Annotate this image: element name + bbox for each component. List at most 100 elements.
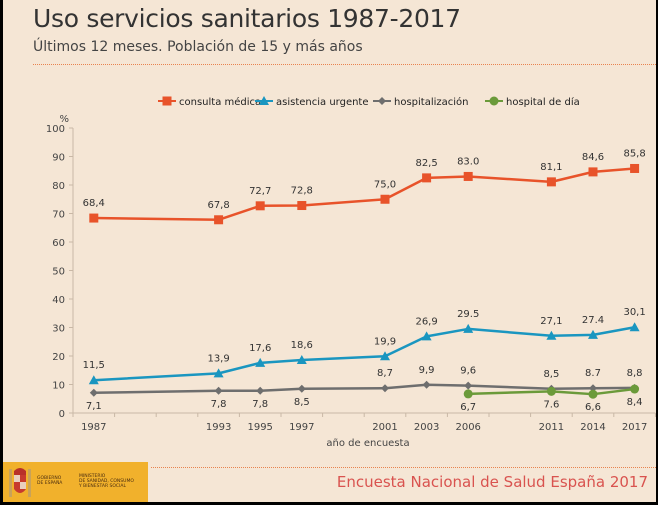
y-axis-label: %	[59, 114, 69, 125]
footer-title: Encuesta Nacional de Salud España 2017	[336, 473, 648, 491]
data-point-marker	[464, 381, 473, 390]
line-chart: 0 10 20 30 40 50 60 70 80 90 100% 1987 1993 1995 1997 2…	[46, 96, 656, 449]
header-divider	[33, 64, 656, 65]
x-axis-title: año de encuesta	[326, 438, 409, 449]
data-label: 19,9	[374, 336, 396, 347]
data-point-marker	[381, 384, 389, 393]
data-point-marker	[214, 386, 223, 395]
data-point-marker	[588, 329, 598, 339]
y-tick-label: 60	[52, 238, 65, 249]
data-label: 29.5	[457, 309, 479, 320]
y-tick-label: 90	[52, 153, 65, 164]
data-label: 8.7	[585, 368, 601, 379]
y-tick-label: 70	[52, 210, 65, 221]
government-logo-banner: GOBIERNO DE ESPAÑA MINISTERIO DE SANIDAD…	[3, 462, 148, 502]
data-point-marker	[629, 322, 640, 332]
data-point-marker	[463, 323, 474, 333]
ministry-label: MINISTERIO DE SANIDAD, CONSUMO Y BIENEST…	[79, 474, 134, 489]
data-label: 27,1	[540, 316, 562, 327]
x-tick-label: 2017	[622, 422, 647, 433]
data-point-marker	[89, 388, 98, 397]
legend-label: hospital de día	[506, 96, 580, 108]
y-tick-label: 80	[52, 181, 65, 192]
y-tick-label: 40	[52, 295, 65, 306]
legend-marker	[378, 97, 386, 105]
data-label: 81,1	[540, 162, 562, 173]
y-tick-label: 30	[52, 324, 65, 335]
data-point-marker	[422, 173, 432, 183]
data-label: 85,8	[623, 148, 645, 159]
data-point-marker	[588, 167, 598, 177]
data-point-marker	[463, 389, 473, 399]
data-label: 11,5	[83, 360, 105, 371]
data-label: 7.6	[543, 399, 559, 410]
data-label: 27.4	[582, 315, 604, 326]
data-label: 7,8	[211, 399, 227, 410]
data-label: 18,6	[291, 340, 313, 351]
data-point-marker	[297, 201, 307, 211]
data-point-marker	[88, 375, 99, 385]
data-point-marker	[546, 330, 557, 340]
y-tick-label: 50	[52, 267, 65, 278]
y-tick-label: 20	[52, 352, 65, 363]
series-line-consulta-médica	[93, 167, 635, 222]
x-tick-label: 1995	[247, 422, 272, 433]
x-tick-label: 1993	[206, 422, 231, 433]
data-label: 84,6	[582, 152, 604, 163]
data-point-marker	[588, 389, 598, 399]
data-label: 30,1	[623, 307, 645, 318]
coat-of-arms-icon	[9, 468, 31, 497]
data-label: 13,9	[207, 353, 229, 364]
data-point-marker	[214, 215, 224, 225]
data-label: 26,9	[415, 316, 437, 327]
data-point-marker	[630, 163, 640, 173]
y-tick-label: 0	[59, 409, 65, 420]
x-tick-label: 2001	[372, 422, 397, 433]
data-point-marker	[380, 194, 390, 204]
data-point-marker	[255, 357, 266, 367]
series-line-hospitalización	[93, 383, 635, 395]
data-label: 72,8	[291, 186, 313, 197]
legend-marker	[162, 96, 172, 106]
data-point-marker	[463, 171, 473, 181]
legend-marker	[489, 96, 499, 106]
legend-label: asistencia urgente	[276, 97, 369, 108]
series-line-asistencia-urgente	[93, 325, 635, 382]
data-point-marker	[297, 384, 306, 393]
data-label: 8,4	[627, 397, 643, 408]
data-label: 8,7	[377, 368, 393, 379]
data-point-marker	[256, 386, 265, 395]
data-label: 7,8	[252, 399, 268, 410]
y-tick-label: 10	[52, 381, 65, 392]
data-label: 9,9	[419, 365, 435, 376]
data-point-marker	[546, 386, 556, 396]
slide: Uso servicios sanitarios 1987-2017 Últim…	[3, 0, 656, 502]
data-point-marker	[546, 177, 556, 187]
x-tick-label: 2003	[414, 422, 439, 433]
data-point-marker	[213, 368, 224, 378]
data-point-marker	[422, 380, 431, 389]
data-label: 6,7	[460, 402, 476, 413]
data-label: 6,6	[585, 402, 601, 413]
data-label: 8,8	[627, 368, 643, 379]
data-label: 8,5	[294, 397, 310, 408]
data-label: 83.0	[457, 156, 479, 167]
data-point-marker	[89, 213, 99, 223]
data-label: 7,1	[86, 401, 102, 412]
legend-label: hospitalización	[394, 96, 469, 108]
data-point-marker	[380, 351, 390, 361]
data-label: 17,6	[249, 343, 271, 354]
x-tick-label: 1987	[81, 422, 106, 433]
page-subtitle: Últimos 12 meses. Población de 15 y más …	[33, 39, 363, 55]
series-line-hospital-de-día	[468, 387, 635, 396]
data-label: 82,5	[415, 158, 437, 169]
data-point-marker	[421, 331, 432, 341]
footer-divider	[151, 467, 656, 468]
legend-marker	[259, 96, 269, 105]
data-point-marker	[255, 201, 265, 211]
gov-label: GOBIERNO DE ESPAÑA	[37, 476, 63, 486]
data-label: 8,5	[543, 369, 559, 380]
data-point-marker	[630, 384, 640, 394]
data-label: 67,8	[207, 200, 229, 211]
data-point-marker	[296, 354, 307, 364]
